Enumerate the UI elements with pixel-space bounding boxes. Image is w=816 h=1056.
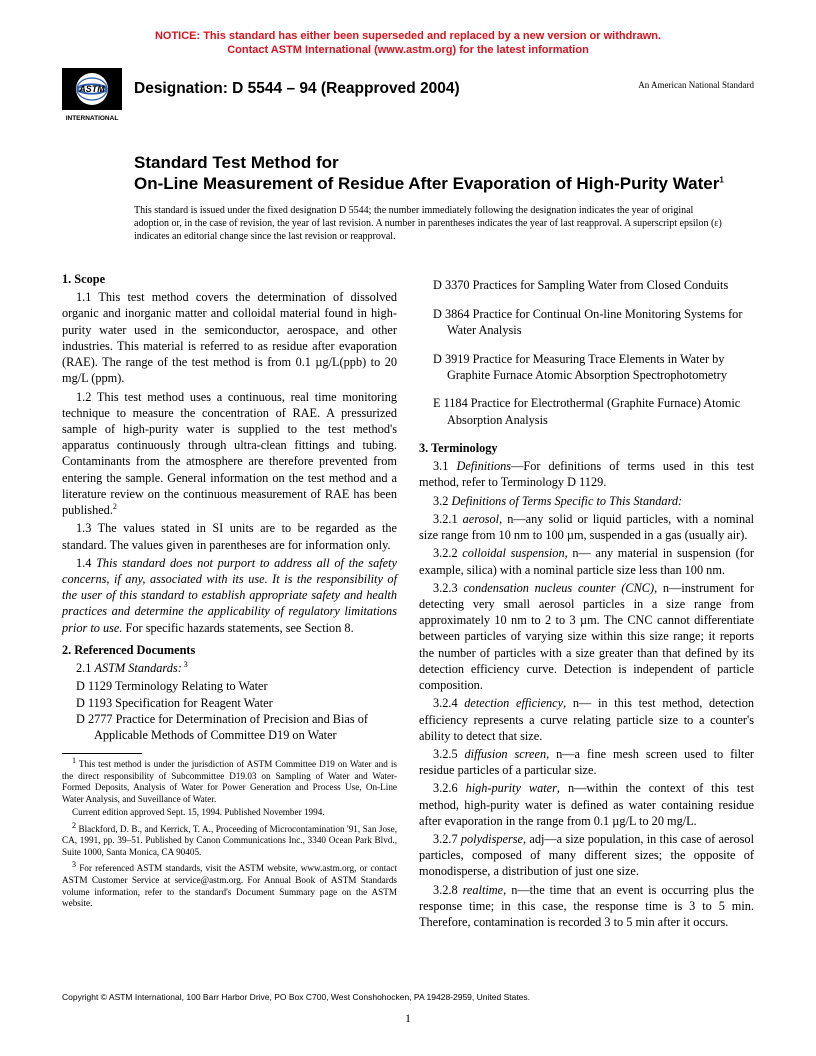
notice-banner: NOTICE: This standard has either been su… bbox=[62, 30, 754, 58]
page: NOTICE: This standard has either been su… bbox=[0, 0, 816, 1056]
footnotes: 1 This test method is under the jurisdic… bbox=[62, 756, 397, 909]
svg-text:INTERNATIONAL: INTERNATIONAL bbox=[66, 115, 119, 122]
issuance-note: This standard is issued under the fixed … bbox=[134, 204, 754, 243]
para-3-2-1: 3.2.1 aerosol, n—any solid or liquid par… bbox=[419, 511, 754, 543]
ref-d1193: D 1193 Specification for Reagent Water bbox=[62, 695, 397, 711]
para-1-2: 1.2 This test method uses a continuous, … bbox=[62, 389, 397, 519]
para-3-2: 3.2 Definitions of Terms Specific to Thi… bbox=[419, 493, 754, 509]
ans-note: An American National Standard bbox=[638, 68, 754, 90]
ref-d2777: D 2777 Practice for Determination of Pre… bbox=[62, 711, 397, 743]
copyright: Copyright © ASTM International, 100 Barr… bbox=[62, 992, 754, 1002]
ref-d3370: D 3370 Practices for Sampling Water from… bbox=[419, 277, 754, 293]
footnote-1b: Current edition approved Sept. 15, 1994.… bbox=[62, 807, 397, 819]
header-row: ASTM INTERNATIONAL Designation: D 5544 –… bbox=[62, 68, 754, 124]
body-columns: 1. Scope 1.1 This test method covers the… bbox=[62, 265, 754, 932]
para-3-2-2: 3.2.2 colloidal suspension, n— any mater… bbox=[419, 545, 754, 577]
notice-line2: Contact ASTM International (www.astm.org… bbox=[227, 44, 589, 56]
designation: Designation: D 5544 – 94 (Reapproved 200… bbox=[134, 68, 638, 98]
notice-line1: NOTICE: This standard has either been su… bbox=[155, 30, 661, 42]
svg-text:ASTM: ASTM bbox=[78, 84, 105, 94]
page-number: 1 bbox=[0, 1011, 816, 1026]
ref-e1184: E 1184 Practice for Electrothermal (Grap… bbox=[419, 395, 754, 427]
terminology-heading: 3. Terminology bbox=[419, 440, 754, 456]
para-3-2-5: 3.2.5 diffusion screen, n—a fine mesh sc… bbox=[419, 746, 754, 778]
refdoc-heading: 2. Referenced Documents bbox=[62, 642, 397, 658]
footnote-1: 1 This test method is under the jurisdic… bbox=[62, 756, 397, 805]
para-3-2-3: 3.2.3 condensation nucleus counter (CNC)… bbox=[419, 580, 754, 694]
scope-heading: 1. Scope bbox=[62, 271, 397, 287]
para-1-1: 1.1 This test method covers the determin… bbox=[62, 289, 397, 386]
para-3-2-7: 3.2.7 polydisperse, adj—a size populatio… bbox=[419, 831, 754, 880]
ref-d3919: D 3919 Practice for Measuring Trace Elem… bbox=[419, 351, 754, 383]
ref-d1129: D 1129 Terminology Relating to Water bbox=[62, 678, 397, 694]
ref-d3864: D 3864 Practice for Continual On-line Mo… bbox=[419, 306, 754, 338]
para-3-1: 3.1 Definitions—For definitions of terms… bbox=[419, 458, 754, 490]
footnote-3: 3 For referenced ASTM standards, visit t… bbox=[62, 860, 397, 909]
para-3-2-6: 3.2.6 high-purity water, n—within the co… bbox=[419, 780, 754, 829]
para-3-2-8: 3.2.8 realtime, n—the time that an event… bbox=[419, 882, 754, 931]
para-1-4: 1.4 This standard does not purport to ad… bbox=[62, 555, 397, 636]
para-2-1: 2.1 ASTM Standards: 3 bbox=[62, 660, 397, 676]
title-block: Standard Test Method for On-Line Measure… bbox=[134, 152, 754, 195]
para-3-2-4: 3.2.4 detection efficiency, n— in this t… bbox=[419, 695, 754, 744]
footnote-2: 2 Blackford, D. B., and Kerrick, T. A., … bbox=[62, 821, 397, 859]
astm-logo: ASTM INTERNATIONAL bbox=[62, 68, 122, 124]
standard-title: Standard Test Method for On-Line Measure… bbox=[134, 152, 754, 195]
footnote-rule bbox=[62, 753, 142, 754]
para-1-3: 1.3 The values stated in SI units are to… bbox=[62, 520, 397, 552]
